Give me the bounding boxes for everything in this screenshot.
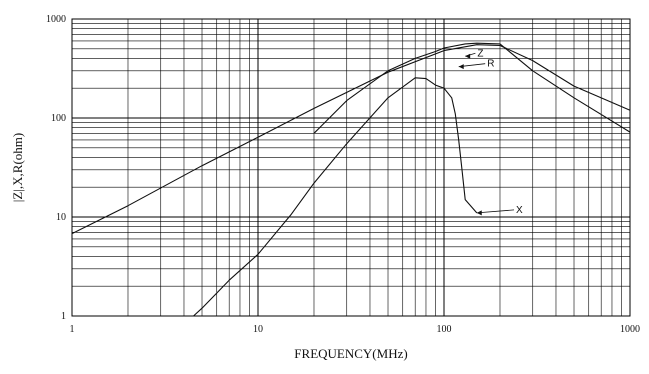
y-tick-label: 1000: [46, 14, 66, 25]
series-label-x: X: [516, 205, 523, 216]
y-tick-label: 1: [61, 311, 66, 322]
series-x-line: [193, 77, 478, 317]
y-tick-label: 10: [56, 212, 66, 223]
x-tick-label: 100: [437, 324, 452, 335]
y-tick-label: 100: [51, 113, 66, 124]
x-tick-label: 1000: [620, 324, 640, 335]
x-tick-label: 10: [253, 324, 263, 335]
x-tick-label: 1: [70, 324, 75, 335]
series-label-r: R: [487, 59, 494, 70]
callout-arrowhead: [465, 53, 471, 59]
x-axis-title: FREQUENCY(MHz): [294, 346, 407, 361]
callout-arrowhead: [476, 210, 482, 216]
grid: [71, 19, 630, 317]
plot-frame: [71, 18, 631, 317]
callout-arrowhead: [458, 64, 464, 70]
series-z-line: [71, 44, 631, 235]
callout-arrow: [476, 209, 515, 214]
series-r-line: [313, 42, 631, 134]
tick-labels: 1 10 100 1000 1 10 100 1000: [46, 14, 640, 335]
series-label-z: Z: [477, 48, 483, 59]
series-layer: [71, 42, 631, 317]
callout-layer: ZR X: [458, 48, 523, 216]
y-axis-title: |Z|,X,R(ohm): [10, 133, 25, 202]
